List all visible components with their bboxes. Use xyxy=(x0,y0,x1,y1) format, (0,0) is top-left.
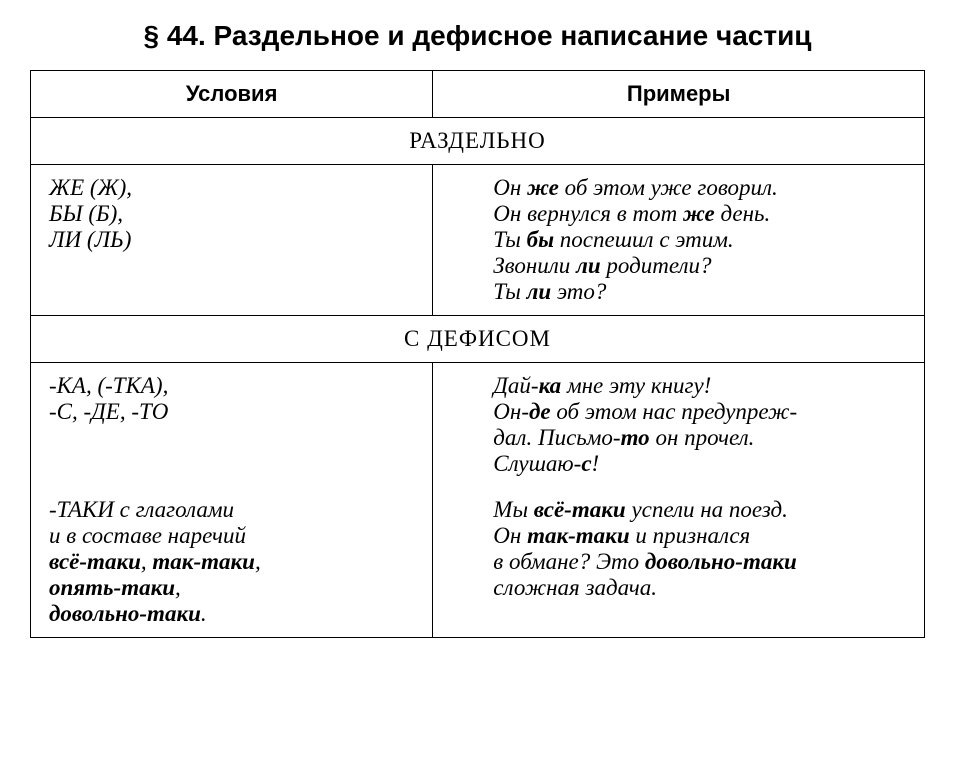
section-separate: РАЗДЕЛЬНО xyxy=(31,118,925,165)
rules-table: Условия Примеры РАЗДЕЛЬНО ЖЕ (Ж),БЫ (Б),… xyxy=(30,70,925,638)
hyphen-conditions-2: -ТАКИ с глаголамии в составе наречийвсё-… xyxy=(31,487,433,638)
section-hyphen: С ДЕФИСОМ xyxy=(31,316,925,363)
hyphen-examples-1: Дай-ка мне эту книгу!Он-де об этом нас п… xyxy=(433,363,925,488)
page-title: § 44. Раздельное и дефисное написание ча… xyxy=(30,20,925,52)
hyphen-conditions-1: -КА, (-ТКА),-С, -ДЕ, -ТО xyxy=(31,363,433,488)
col-header-examples: Примеры xyxy=(433,71,925,118)
hyphen-examples-2: Мы всё-таки успели на поезд.Он так-таки … xyxy=(433,487,925,638)
separate-conditions: ЖЕ (Ж),БЫ (Б),ЛИ (ЛЬ) xyxy=(31,165,433,316)
separate-examples: Он же об этом уже говорил.Он вернулся в … xyxy=(433,165,925,316)
col-header-conditions: Условия xyxy=(31,71,433,118)
